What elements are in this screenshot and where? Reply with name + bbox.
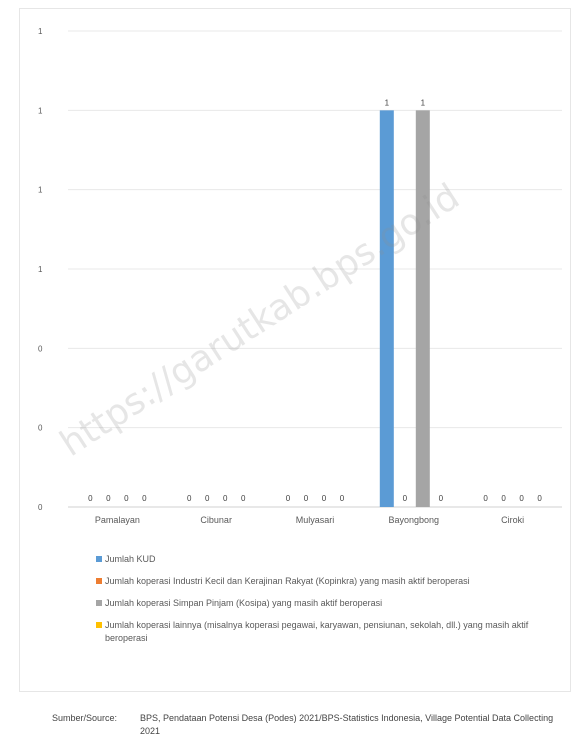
x-tick-label: Pamalayan — [95, 515, 140, 525]
y-tick-label: 1 — [38, 265, 43, 274]
y-tick-label: 0 — [38, 344, 43, 353]
legend-label: Jumlah koperasi lainnya (misalnya kopera… — [105, 620, 529, 643]
data-label: 0 — [241, 494, 246, 503]
data-label: 0 — [501, 494, 506, 503]
data-label: 0 — [205, 494, 210, 503]
legend: Jumlah KUD Jumlah koperasi Industri Kecil… — [96, 553, 566, 654]
data-label: 0 — [187, 494, 192, 503]
bar — [379, 110, 394, 507]
data-label: 1 — [421, 98, 426, 107]
data-label: 0 — [286, 494, 291, 503]
data-label: 0 — [223, 494, 228, 503]
data-label: 0 — [88, 494, 93, 503]
data-label: 0 — [340, 494, 345, 503]
legend-swatch — [96, 578, 102, 584]
x-tick-label: Cibunar — [200, 515, 232, 525]
data-label: 0 — [142, 494, 147, 503]
legend-label: Jumlah koperasi Industri Kecil dan Keraj… — [105, 576, 470, 586]
data-label: 0 — [439, 494, 444, 503]
y-tick-label: 1 — [38, 106, 43, 115]
data-label: 0 — [403, 494, 408, 503]
x-tick-label: Ciroki — [501, 515, 524, 525]
chart-frame: 0 0 0 1 1 1 1 0 0 0 0 Pamalayan 0 0 0 0 Cibunar 0 0 0 0 Mulya… — [19, 8, 571, 692]
y-tick-label: 0 — [38, 503, 43, 512]
source-text: BPS, Pendataan Potensi Desa (Podes) 2021… — [140, 713, 554, 736]
data-label: 0 — [483, 494, 488, 503]
data-label: 0 — [322, 494, 327, 503]
legend-swatch — [96, 600, 102, 606]
x-tick-label: Mulyasari — [296, 515, 335, 525]
legend-item: Jumlah KUD — [96, 553, 566, 566]
data-label: 1 — [385, 98, 390, 107]
data-label: 0 — [537, 494, 542, 503]
y-tick-label: 0 — [38, 424, 43, 433]
legend-item: Jumlah koperasi lainnya (misalnya kopera… — [96, 619, 566, 645]
legend-label: Jumlah KUD — [105, 554, 156, 564]
source-note: Sumber/Source: BPS, Pendataan Potensi De… — [52, 712, 572, 738]
legend-swatch — [96, 556, 102, 562]
legend-item: Jumlah koperasi Industri Kecil dan Keraj… — [96, 575, 566, 588]
data-label: 0 — [106, 494, 111, 503]
bar-chart: 0 0 0 1 1 1 1 0 0 0 0 Pamalayan 0 0 0 0 Cibunar 0 0 0 0 Mulya… — [38, 27, 562, 525]
data-label: 0 — [124, 494, 129, 503]
legend-item: Jumlah koperasi Simpan Pinjam (Kosipa) y… — [96, 597, 566, 610]
legend-swatch — [96, 622, 102, 628]
legend-label: Jumlah koperasi Simpan Pinjam (Kosipa) y… — [105, 598, 383, 608]
x-tick-label: Bayongbong — [389, 515, 440, 525]
data-label: 0 — [519, 494, 524, 503]
y-tick-label: 1 — [38, 186, 43, 195]
y-tick-label: 1 — [38, 27, 43, 36]
bar — [415, 110, 430, 507]
source-label: Sumber/Source: — [52, 713, 118, 723]
data-label: 0 — [304, 494, 309, 503]
